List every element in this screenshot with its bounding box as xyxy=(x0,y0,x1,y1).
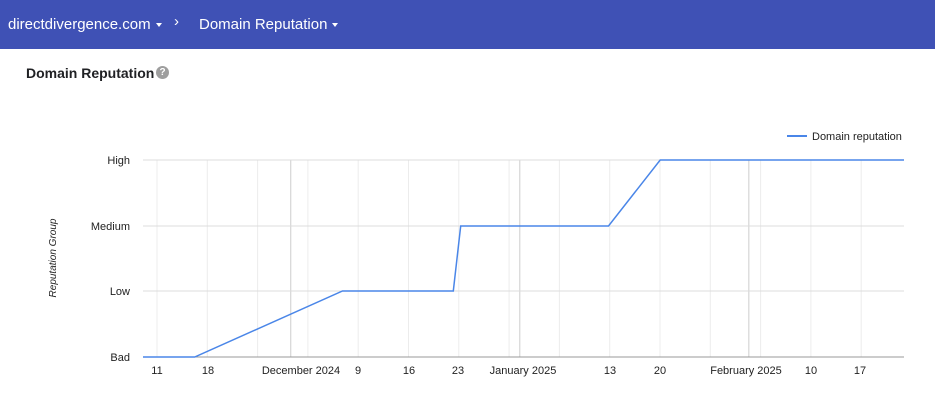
domain-selector[interactable]: directdivergence.com xyxy=(8,15,162,34)
legend: Domain reputation xyxy=(787,131,902,143)
x-tick-label: 17 xyxy=(854,365,866,377)
caret-down-icon xyxy=(155,23,162,27)
series-line-domain-reputation xyxy=(143,159,904,358)
x-tick-label: 9 xyxy=(355,365,361,377)
y-tick-label: High xyxy=(107,155,130,167)
legend-label: Domain reputation xyxy=(812,131,902,143)
x-tick-label: 16 xyxy=(403,365,415,377)
help-icon[interactable]: ? xyxy=(156,66,169,79)
section-selector-label: Domain Reputation xyxy=(199,16,328,33)
x-tick-label: 20 xyxy=(654,365,666,377)
page-title: Domain Reputation xyxy=(26,65,155,81)
y-axis-label: Reputation Group xyxy=(48,218,59,297)
caret-down-icon xyxy=(332,23,339,27)
y-tick-label: Medium xyxy=(91,221,130,233)
x-tick-label: December 2024 xyxy=(262,365,340,377)
x-tick-label: February 2025 xyxy=(710,365,782,377)
x-tick-label: 10 xyxy=(805,365,817,377)
breadcrumb-chevron-icon: › xyxy=(174,13,179,30)
y-tick-label: Low xyxy=(110,286,130,298)
top-app-bar: directdivergence.com › Domain Reputation xyxy=(0,0,935,49)
x-tick-label: 18 xyxy=(202,365,214,377)
y-tick-label: Bad xyxy=(110,352,130,364)
x-tick-label: 13 xyxy=(604,365,616,377)
domain-selector-label: directdivergence.com xyxy=(8,16,151,33)
x-tick-label: 11 xyxy=(151,365,162,377)
x-tick-label: 23 xyxy=(452,365,464,377)
section-selector[interactable]: Domain Reputation xyxy=(199,15,339,34)
x-tick-label: January 2025 xyxy=(490,365,557,377)
